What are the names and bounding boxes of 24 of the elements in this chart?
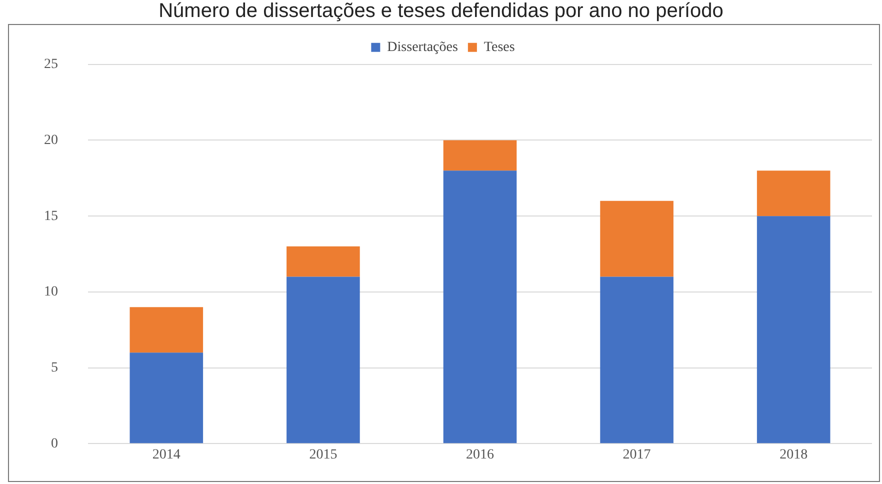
bar bbox=[443, 140, 517, 171]
chart-title: Número de dissertações e teses defendidas por ano no período bbox=[158, 0, 724, 23]
bar bbox=[130, 307, 204, 353]
x-tick-label: 2015 bbox=[309, 448, 338, 463]
y-tick-label: 20 bbox=[44, 132, 58, 148]
x-tick-label: 2018 bbox=[780, 448, 808, 463]
y-tick-label: 10 bbox=[44, 284, 58, 300]
y-tick-label: 25 bbox=[44, 57, 58, 72]
y-tick-label: 0 bbox=[51, 436, 58, 452]
x-tick-label: 2014 bbox=[152, 448, 180, 463]
bar bbox=[756, 170, 830, 216]
y-tick-label: 15 bbox=[44, 208, 58, 224]
bar bbox=[600, 276, 674, 444]
y-tick-label: 5 bbox=[51, 360, 58, 376]
bar bbox=[443, 170, 517, 444]
bar bbox=[130, 352, 204, 444]
bar bbox=[600, 200, 674, 277]
bar bbox=[286, 246, 360, 277]
legend-label: Teses bbox=[484, 40, 515, 56]
x-tick-label: 2017 bbox=[622, 448, 651, 463]
x-tick-label: 2016 bbox=[466, 448, 494, 463]
bar bbox=[286, 276, 360, 444]
legend-label: Dissertações bbox=[387, 40, 458, 56]
bar bbox=[756, 216, 830, 444]
